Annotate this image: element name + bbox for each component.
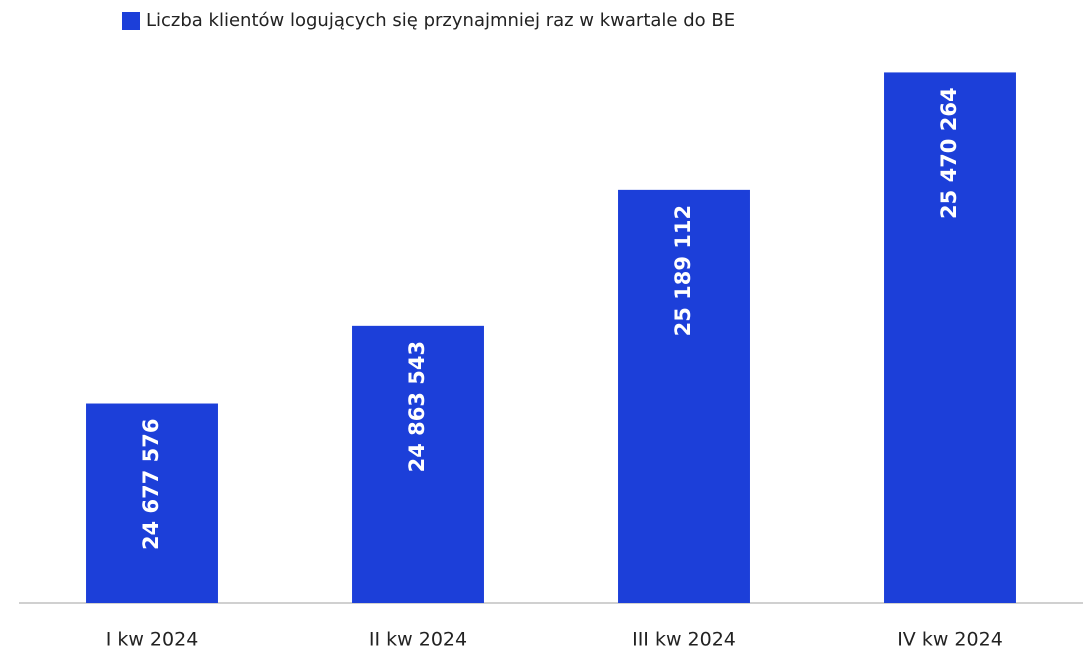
bar (352, 325, 484, 603)
x-tick-label: II kw 2024 (369, 629, 467, 651)
legend-swatch (122, 12, 140, 30)
value-label: 24 863 543 (405, 341, 429, 473)
bar (884, 72, 1016, 603)
bar (86, 403, 218, 603)
value-label: 25 470 264 (937, 87, 961, 219)
legend-label: Liczba klientów logujących się przynajmn… (146, 10, 735, 31)
x-tick-label: III kw 2024 (632, 629, 736, 651)
bar (618, 189, 750, 603)
value-label: 24 677 576 (139, 419, 163, 551)
value-label: 25 189 112 (671, 205, 695, 337)
x-tick-label: I kw 2024 (106, 629, 199, 651)
x-tick-label: IV kw 2024 (897, 629, 1003, 651)
